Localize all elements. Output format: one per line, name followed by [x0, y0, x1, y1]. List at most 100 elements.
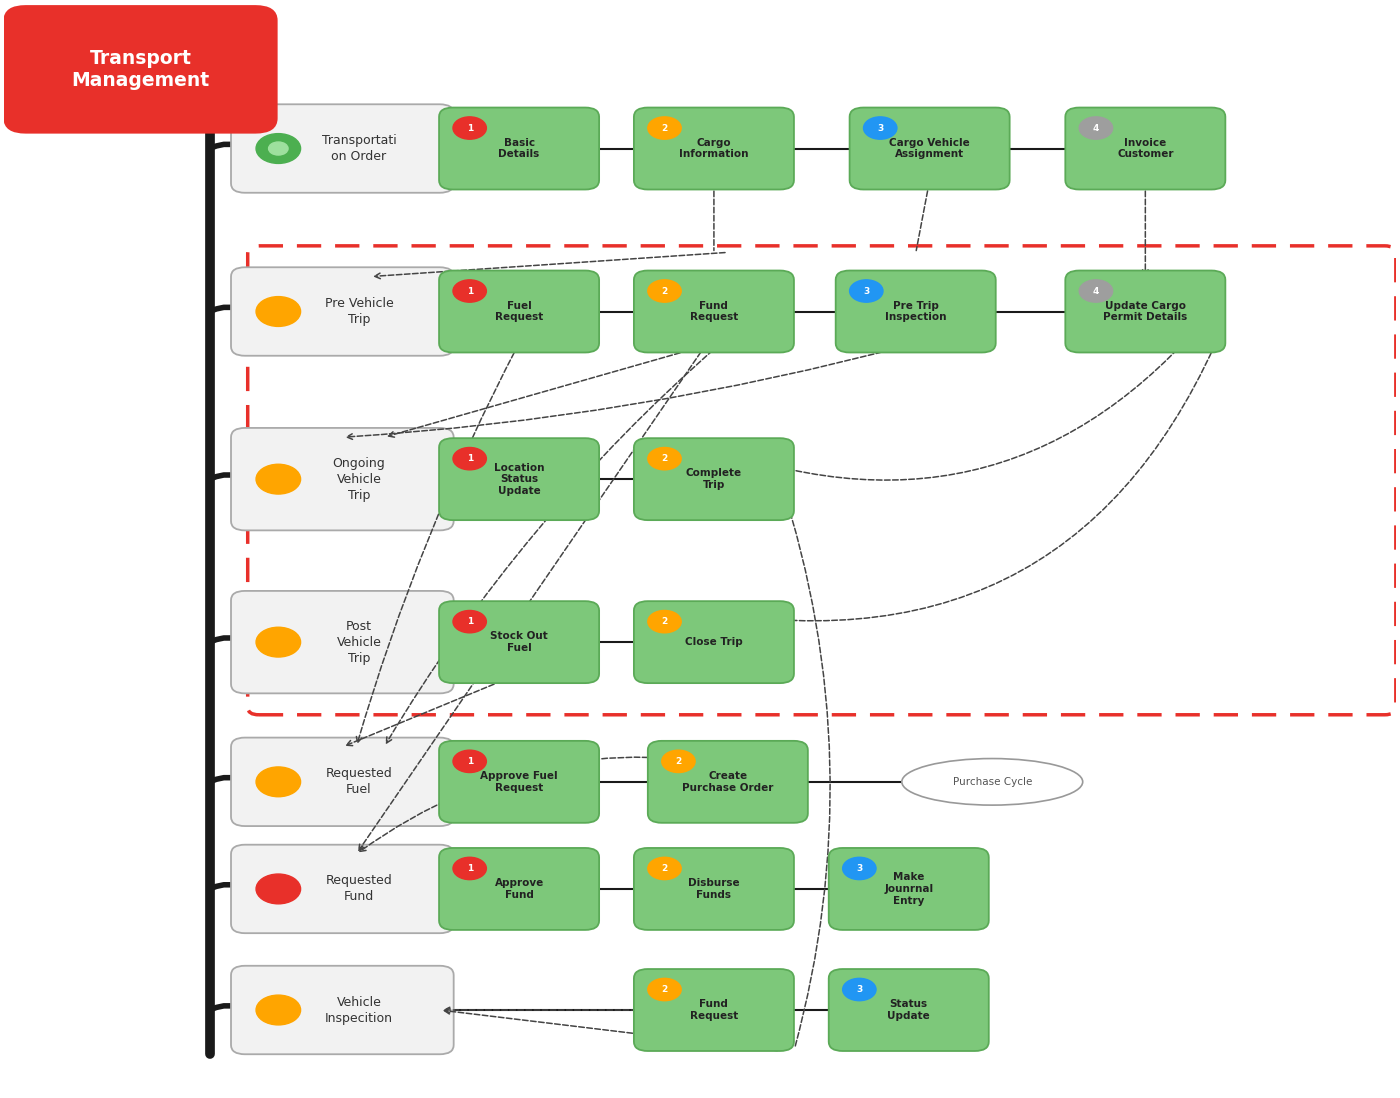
Text: Purchase Cycle: Purchase Cycle: [952, 776, 1032, 787]
FancyBboxPatch shape: [634, 848, 794, 930]
Text: Ongoing
Vehicle
Trip: Ongoing Vehicle Trip: [333, 457, 385, 502]
Text: 1: 1: [466, 455, 473, 463]
FancyBboxPatch shape: [4, 7, 276, 132]
Text: Pre Vehicle
Trip: Pre Vehicle Trip: [325, 296, 393, 326]
Circle shape: [256, 766, 301, 797]
Text: 2: 2: [661, 617, 668, 626]
Text: 1: 1: [466, 617, 473, 626]
FancyBboxPatch shape: [231, 591, 454, 693]
FancyBboxPatch shape: [440, 848, 599, 930]
Text: Close Trip: Close Trip: [685, 637, 743, 647]
Circle shape: [256, 134, 301, 164]
FancyBboxPatch shape: [231, 966, 454, 1054]
Text: Invoice
Customer: Invoice Customer: [1117, 137, 1173, 159]
Text: 1: 1: [466, 864, 473, 873]
FancyBboxPatch shape: [634, 438, 794, 520]
Circle shape: [454, 610, 486, 632]
FancyBboxPatch shape: [440, 601, 599, 683]
Text: Approve
Fund: Approve Fund: [494, 878, 543, 899]
FancyBboxPatch shape: [634, 270, 794, 352]
Circle shape: [1079, 280, 1113, 302]
Text: Complete
Trip: Complete Trip: [686, 469, 742, 490]
Text: Create
Purchase Order: Create Purchase Order: [682, 771, 774, 793]
Circle shape: [648, 610, 682, 632]
FancyBboxPatch shape: [231, 428, 454, 530]
Text: 2: 2: [661, 287, 668, 295]
Text: Make
Jounrnal
Entry: Make Jounrnal Entry: [885, 872, 934, 906]
Text: 2: 2: [661, 124, 668, 133]
Circle shape: [648, 116, 682, 139]
FancyBboxPatch shape: [440, 741, 599, 822]
FancyBboxPatch shape: [829, 848, 988, 930]
Circle shape: [850, 280, 883, 302]
FancyBboxPatch shape: [648, 741, 808, 822]
Text: 2: 2: [661, 455, 668, 463]
Circle shape: [1079, 116, 1113, 139]
Circle shape: [256, 464, 301, 494]
Ellipse shape: [902, 759, 1082, 805]
Text: 4: 4: [1093, 124, 1099, 133]
Circle shape: [256, 874, 301, 904]
FancyBboxPatch shape: [231, 738, 454, 826]
Circle shape: [454, 448, 486, 470]
Text: 4: 4: [1093, 287, 1099, 295]
Text: Vehicle
Inspecition: Vehicle Inspecition: [325, 996, 393, 1024]
Text: 3: 3: [864, 287, 869, 295]
Circle shape: [864, 116, 897, 139]
Circle shape: [662, 750, 696, 773]
Circle shape: [648, 978, 682, 1000]
Text: 3: 3: [876, 124, 883, 133]
Text: 2: 2: [675, 757, 682, 765]
Text: Fund
Request: Fund Request: [690, 999, 738, 1021]
Text: 3: 3: [857, 864, 862, 873]
FancyBboxPatch shape: [634, 970, 794, 1051]
Text: 2: 2: [661, 985, 668, 994]
FancyBboxPatch shape: [836, 270, 995, 352]
FancyBboxPatch shape: [1065, 270, 1225, 352]
Circle shape: [454, 750, 486, 773]
Text: Fund
Request: Fund Request: [690, 301, 738, 323]
FancyBboxPatch shape: [440, 270, 599, 352]
FancyBboxPatch shape: [440, 438, 599, 520]
Circle shape: [454, 858, 486, 879]
Circle shape: [648, 448, 682, 470]
Text: Location
Status
Update: Location Status Update: [494, 462, 545, 496]
Text: 2: 2: [661, 864, 668, 873]
Text: 3: 3: [857, 985, 862, 994]
Text: Basic
Details: Basic Details: [498, 137, 540, 159]
Text: Cargo
Information: Cargo Information: [679, 137, 749, 159]
Text: 1: 1: [466, 124, 473, 133]
FancyBboxPatch shape: [1065, 108, 1225, 190]
Text: 1: 1: [466, 757, 473, 765]
FancyBboxPatch shape: [231, 267, 454, 356]
Circle shape: [256, 296, 301, 326]
Text: Post
Vehicle
Trip: Post Vehicle Trip: [336, 619, 381, 664]
Text: Cargo Vehicle
Assignment: Cargo Vehicle Assignment: [889, 137, 970, 159]
Text: 1: 1: [466, 287, 473, 295]
FancyBboxPatch shape: [829, 970, 988, 1051]
Text: Approve Fuel
Request: Approve Fuel Request: [480, 771, 557, 793]
Text: Update Cargo
Permit Details: Update Cargo Permit Details: [1103, 301, 1187, 323]
Circle shape: [648, 280, 682, 302]
Text: Transportati
on Order: Transportati on Order: [322, 134, 396, 163]
Circle shape: [269, 142, 288, 155]
FancyBboxPatch shape: [231, 844, 454, 933]
Text: Pre Trip
Inspection: Pre Trip Inspection: [885, 301, 946, 323]
Circle shape: [648, 858, 682, 879]
Circle shape: [843, 858, 876, 879]
Text: Transport
Management: Transport Management: [71, 48, 210, 90]
Circle shape: [454, 116, 486, 139]
Text: Stock Out
Fuel: Stock Out Fuel: [490, 631, 547, 653]
FancyBboxPatch shape: [634, 108, 794, 190]
FancyBboxPatch shape: [440, 108, 599, 190]
Text: Disburse
Funds: Disburse Funds: [689, 878, 739, 899]
FancyBboxPatch shape: [634, 601, 794, 683]
FancyBboxPatch shape: [231, 104, 454, 193]
Text: Status
Update: Status Update: [888, 999, 930, 1021]
Text: Requested
Fuel: Requested Fuel: [326, 768, 392, 796]
Text: Fuel
Request: Fuel Request: [496, 301, 543, 323]
Circle shape: [843, 978, 876, 1000]
Circle shape: [256, 627, 301, 657]
FancyBboxPatch shape: [850, 108, 1009, 190]
Text: Requested
Fund: Requested Fund: [326, 874, 392, 904]
